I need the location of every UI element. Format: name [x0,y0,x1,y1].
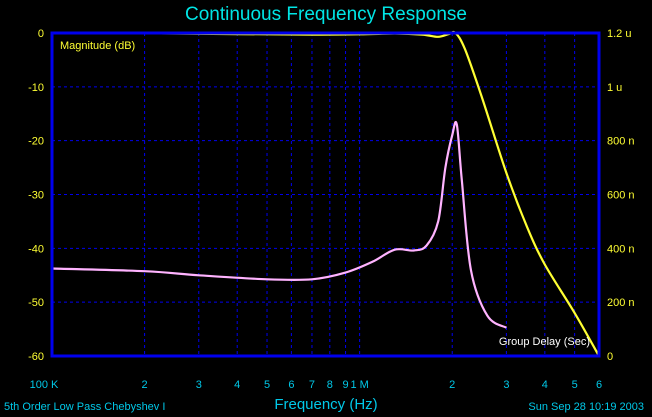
x-tick-label: 8 [327,379,333,391]
y-right-tick-label: 600 n [607,190,635,202]
y-right-tick-label: 400 n [607,243,635,255]
y-left-tick-label: -40 [28,243,44,255]
footer-description: 5th Order Low Pass Chebyshev I [4,401,165,413]
x-tick-label: 6 [288,379,294,391]
y-right-tick-label: 800 n [607,136,635,148]
x-tick-label: 2 [142,379,148,391]
y-left-tick-label: -30 [28,190,44,202]
x-tick-label: 5 [264,379,270,391]
y-left-tick-label: -50 [28,297,44,309]
footer-timestamp: Sun Sep 28 10:19 2003 [528,401,644,413]
grid-layer [52,33,599,356]
x-tick-label: 100 K [30,379,59,391]
left-axis-series-label: Magnitude (dB) [60,40,135,52]
x-tick-label: 2 [449,379,455,391]
x-tick-label: 6 [596,379,602,391]
group-delay-line [51,120,507,329]
x-tick-label: 4 [542,379,548,391]
y-right-tick-label: 0 [607,351,613,363]
y-right-tick-label: 1.2 u [607,28,631,40]
y-left-tick-label: -60 [28,351,44,363]
y-right-tick-label: 200 n [607,297,635,309]
chart-title: Continuous Frequency Response [185,4,467,25]
x-tick-label: 7 [309,379,315,391]
x-tick-label: 9 [342,379,348,391]
x-tick-label: 4 [234,379,240,391]
y-right-tick-label: 1 u [607,82,622,94]
right-axis-series-label: Group Delay (Sec) [499,336,590,348]
x-tick-label: 3 [503,379,509,391]
x-tick-label: 1 M [350,379,368,391]
y-left-tick-label: 0 [38,28,44,40]
x-tick-label: 3 [196,379,202,391]
frame-layer [50,31,601,358]
x-tick-label: 5 [572,379,578,391]
x-axis-label: Frequency (Hz) [274,396,377,413]
plot-frame [50,31,601,358]
y-left-tick-label: -10 [28,82,44,94]
y-left-tick-label: -20 [28,136,44,148]
